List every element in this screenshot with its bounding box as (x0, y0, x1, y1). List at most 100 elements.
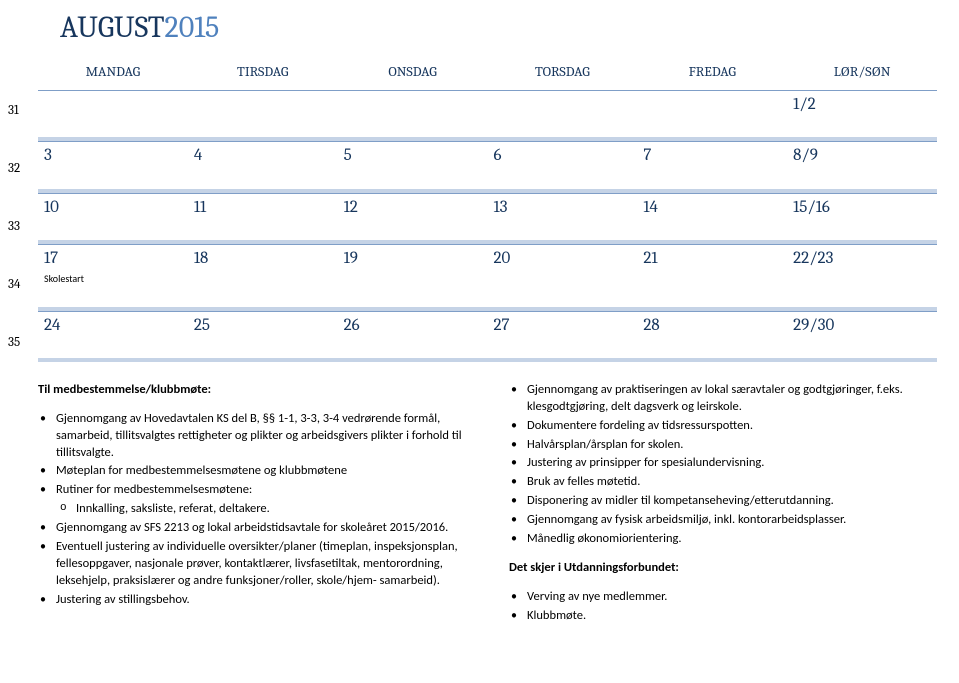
left-column: Til medbestemmelse/klubbmøte: Gjennomgan… (38, 382, 479, 627)
calendar-cell: 3 (38, 141, 188, 192)
day-number: 11 (194, 198, 332, 218)
day-number: 18 (194, 249, 332, 269)
day-number: 22/23 (793, 249, 931, 269)
content-columns: Til medbestemmelse/klubbmøte: Gjennomgan… (38, 382, 929, 627)
day-number: 10 (44, 198, 182, 218)
day-number: 20 (493, 249, 631, 269)
calendar-cell (38, 90, 188, 141)
calendar-cell (188, 90, 338, 141)
calendar-cell: 18 (188, 244, 338, 310)
calendar-table: MANDAG TIRSDAG ONSDAG TORSDAG FREDAG LØR… (38, 57, 937, 362)
calendar-row: 10 11 12 13 14 15/16 (38, 193, 937, 244)
calendar-row: 34567 8/9 (38, 141, 937, 192)
week-number: 33 (8, 213, 20, 271)
calendar-cell: 24 (38, 311, 188, 362)
bullet-item: Månedlig økonomiorientering. (527, 531, 929, 548)
calendar-cell: 15/16 (787, 193, 937, 244)
calendar-cell: 28 (637, 311, 787, 362)
calendar-cell: 19 (338, 244, 488, 310)
bullet-item: Rutiner for medbestemmelsesmøtene:Innkal… (56, 482, 479, 518)
bullet-item: Justering av stillingsbehov. (56, 592, 479, 609)
calendar-cell: 8/9 (787, 141, 937, 192)
calendar-row: 1/2 (38, 90, 937, 141)
calendar-cell (487, 90, 637, 141)
bullet-item: Gjennomgang av SFS 2213 og lokal arbeids… (56, 520, 479, 537)
day-number: 25 (194, 316, 332, 336)
day-number: 7 (643, 146, 781, 166)
left-bullet-list: Gjennomgang av Hovedavtalen KS del B, §§… (38, 411, 479, 609)
page-title: AUGUST2015 (60, 10, 929, 45)
calendar-cell (637, 90, 787, 141)
weekday-header: TIRSDAG (188, 57, 338, 90)
bullet-item: Dokumentere fordeling av tidsressurspott… (527, 418, 929, 435)
weekday-header: TORSDAG (487, 57, 637, 90)
weekday-header: FREDAG (637, 57, 787, 90)
calendar-cell: 1/2 (787, 90, 937, 141)
right-heading: Det skjer i Utdanningsforbundet: (509, 560, 929, 577)
right-column: Gjennomgang av praktiseringen av lokal s… (509, 382, 929, 627)
calendar-row: 24 25 26 27 28 29/30 (38, 311, 937, 362)
weekday-header: LØR/SØN (787, 57, 937, 90)
week-number: 35 (8, 329, 20, 387)
calendar-cell: 7 (637, 141, 787, 192)
weekday-header-row: MANDAG TIRSDAG ONSDAG TORSDAG FREDAG LØR… (38, 57, 937, 90)
day-number: 6 (493, 146, 631, 166)
calendar-cell: 20 (487, 244, 637, 310)
calendar-cell: 27 (487, 311, 637, 362)
title-month: AUGUST (60, 10, 165, 45)
calendar-cell: 21 (637, 244, 787, 310)
right-bullet-list-2: Verving av nye medlemmer. Klubbmøte. (509, 589, 929, 625)
bullet-item: Møteplan for medbestemmelsesmøtene og kl… (56, 463, 479, 480)
week-number-column: 31 32 33 34 35 (8, 97, 20, 387)
day-number: 12 (344, 198, 482, 218)
bullet-item: Verving av nye medlemmer. (527, 589, 929, 606)
calendar-cell: 4 (188, 141, 338, 192)
title-year: 2015 (165, 10, 220, 45)
calendar-cell: 10 (38, 193, 188, 244)
day-number: 17 (44, 249, 182, 269)
calendar-cell: 17 Skolestart (38, 244, 188, 310)
sub-list: Innkalling, saksliste, referat, deltaker… (56, 501, 479, 518)
calendar-cell: 5 (338, 141, 488, 192)
sub-bullet-item: Innkalling, saksliste, referat, deltaker… (76, 501, 479, 518)
weekday-header: MANDAG (38, 57, 188, 90)
bullet-item: Justering av prinsipper for spesialunder… (527, 455, 929, 472)
day-number: 28 (643, 316, 781, 336)
calendar-cell (338, 90, 488, 141)
day-number: 13 (493, 198, 631, 218)
left-heading: Til medbestemmelse/klubbmøte: (38, 382, 479, 399)
bullet-item: Halvårsplan/årsplan for skolen. (527, 437, 929, 454)
bullet-item: Klubbmøte. (527, 608, 929, 625)
bullet-item: Gjennomgang av fysisk arbeidsmiljø, inkl… (527, 512, 929, 529)
day-number: 3 (44, 146, 182, 166)
calendar: 31 32 33 34 35 MANDAG TIRSDAG ONSDAG TOR… (30, 57, 929, 362)
calendar-cell: 6 (487, 141, 637, 192)
bullet-item: Disponering av midler til kompetansehevi… (527, 493, 929, 510)
bullet-item: Bruk av felles møtetid. (527, 474, 929, 491)
day-number: 29/30 (793, 316, 931, 336)
day-number: 27 (493, 316, 631, 336)
week-number: 34 (8, 271, 20, 329)
day-number: 15/16 (793, 198, 931, 218)
week-number: 31 (8, 97, 20, 155)
day-number: 4 (194, 146, 332, 166)
day-number: 8/9 (793, 146, 931, 166)
day-number: 21 (643, 249, 781, 269)
weekday-header: ONSDAG (338, 57, 488, 90)
day-number: 19 (344, 249, 482, 269)
bullet-item: Gjennomgang av Hovedavtalen KS del B, §§… (56, 411, 479, 462)
right-bullet-list: Gjennomgang av praktiseringen av lokal s… (509, 382, 929, 548)
calendar-cell: 25 (188, 311, 338, 362)
bullet-item: Eventuell justering av individuelle over… (56, 539, 479, 590)
calendar-cell: 22/23 (787, 244, 937, 310)
day-note: Skolestart (44, 272, 182, 285)
week-number: 32 (8, 155, 20, 213)
calendar-row: 17 Skolestart 18 19 20 21 22/23 (38, 244, 937, 310)
calendar-cell: 14 (637, 193, 787, 244)
day-number: 14 (643, 198, 781, 218)
calendar-cell: 26 (338, 311, 488, 362)
day-number: 24 (44, 316, 182, 336)
calendar-cell: 12 (338, 193, 488, 244)
calendar-cell: 11 (188, 193, 338, 244)
day-number: 26 (344, 316, 482, 336)
